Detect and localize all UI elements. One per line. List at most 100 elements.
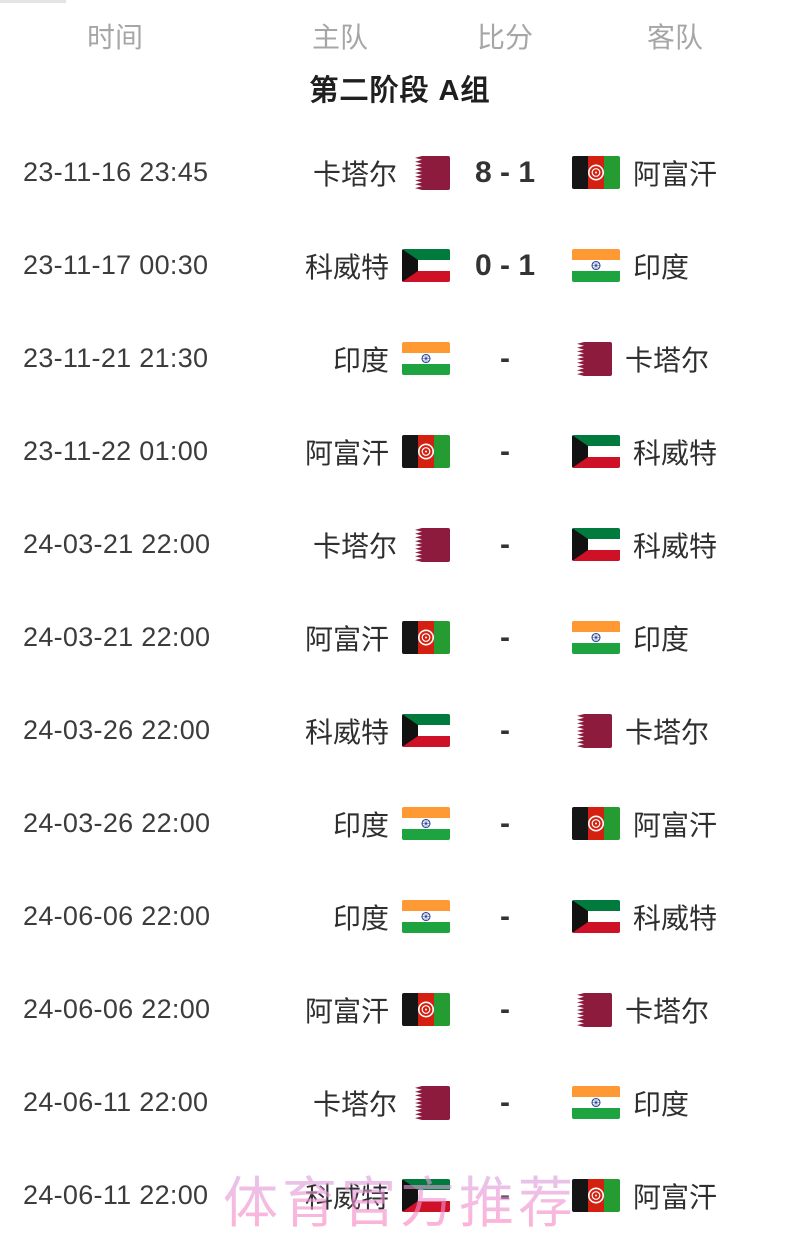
flag-qatar-icon: [572, 713, 612, 748]
flag-qatar-icon: [572, 341, 612, 376]
home-team-cell: 卡塔尔: [250, 153, 450, 193]
flag-afghanistan-icon: [572, 156, 620, 189]
match-score: 8 - 1: [474, 155, 536, 189]
flag-afghanistan-icon: [572, 1179, 620, 1212]
flag-india-icon: [572, 621, 620, 654]
match-score: -: [500, 713, 510, 747]
match-row[interactable]: 24-03-21 22:00 卡塔尔 - 科威特: [0, 498, 800, 591]
away-team-name: 卡塔尔: [625, 344, 710, 376]
flag-afghanistan-icon: [572, 807, 620, 840]
flag-qatar-icon: [410, 527, 450, 562]
match-time: 24-03-26 22:00: [23, 715, 211, 745]
match-score: -: [500, 899, 510, 933]
match-score: -: [500, 620, 510, 654]
match-time: 24-06-06 22:00: [23, 901, 211, 931]
match-score: -: [500, 341, 510, 375]
home-team-name: 印度: [332, 344, 389, 376]
column-header-away: 客队: [646, 22, 703, 53]
flag-kuwait-icon: [402, 714, 450, 747]
match-row[interactable]: 24-03-26 22:00 印度 - 阿富汗: [0, 777, 800, 870]
away-team-cell: 阿富汗: [560, 153, 800, 193]
away-team-cell: 科威特: [560, 897, 800, 937]
flag-qatar-icon: [410, 1085, 450, 1120]
column-header-score: 比分: [476, 22, 533, 53]
match-row[interactable]: 23-11-21 21:30 印度 - 卡塔尔: [0, 312, 800, 405]
match-score: -: [500, 1178, 510, 1212]
home-team-name: 印度: [332, 902, 389, 934]
flag-kuwait-icon: [572, 900, 620, 933]
match-list: 23-11-16 23:45 卡塔尔 8 - 1 阿富汗 23-11-17 00…: [0, 126, 800, 1242]
away-team-cell: 科威特: [560, 432, 800, 472]
home-team-name: 卡塔尔: [312, 530, 397, 562]
away-team-cell: 印度: [560, 246, 800, 286]
match-row[interactable]: 23-11-22 01:00 阿富汗 - 科威特: [0, 405, 800, 498]
match-row[interactable]: 24-06-06 22:00 阿富汗 - 卡塔尔: [0, 963, 800, 1056]
home-team-name: 印度: [332, 809, 389, 841]
match-score: -: [500, 1085, 510, 1119]
match-score: 0 - 1: [474, 248, 536, 282]
match-row[interactable]: 24-06-11 22:00 卡塔尔 - 印度: [0, 1056, 800, 1149]
away-team-cell: 科威特: [560, 525, 800, 565]
match-time: 24-03-21 22:00: [23, 529, 211, 559]
home-team-cell: 阿富汗: [250, 618, 450, 658]
match-score: -: [500, 806, 510, 840]
match-time: 23-11-17 00:30: [23, 250, 209, 280]
match-time: 24-03-21 22:00: [23, 622, 211, 652]
home-team-name: 卡塔尔: [312, 158, 397, 190]
away-team-cell: 卡塔尔: [560, 990, 800, 1030]
home-team-cell: 印度: [250, 339, 450, 379]
flag-afghanistan-icon: [402, 993, 450, 1026]
away-team-name: 阿富汗: [633, 809, 718, 841]
away-team-cell: 印度: [560, 1083, 800, 1123]
flag-india-icon: [402, 342, 450, 375]
home-team-name: 阿富汗: [304, 437, 389, 469]
match-row[interactable]: 23-11-16 23:45 卡塔尔 8 - 1 阿富汗: [0, 126, 800, 219]
away-team-name: 科威特: [633, 437, 718, 469]
match-score: -: [500, 527, 510, 561]
match-row[interactable]: 24-03-21 22:00 阿富汗 - 印度: [0, 591, 800, 684]
home-team-cell: 科威特: [250, 1176, 450, 1216]
flag-india-icon: [402, 807, 450, 840]
away-team-name: 卡塔尔: [625, 995, 710, 1027]
match-score: -: [500, 434, 510, 468]
group-stage-title: 第二阶段 A组: [309, 75, 491, 107]
match-row[interactable]: 23-11-17 00:30 科威特 0 - 1 印度: [0, 219, 800, 312]
top-edge-artifact: [0, 0, 66, 3]
match-row[interactable]: 24-06-11 22:00 科威特 - 阿富汗: [0, 1149, 800, 1242]
match-time: 23-11-22 01:00: [23, 436, 209, 466]
away-team-name: 科威特: [633, 902, 718, 934]
away-team-name: 印度: [633, 251, 690, 283]
match-row[interactable]: 24-03-26 22:00 科威特 - 卡塔尔: [0, 684, 800, 777]
flag-kuwait-icon: [402, 1179, 450, 1212]
home-team-cell: 印度: [250, 804, 450, 844]
away-team-cell: 阿富汗: [560, 804, 800, 844]
away-team-name: 卡塔尔: [625, 716, 710, 748]
home-team-name: 阿富汗: [304, 995, 389, 1027]
flag-india-icon: [572, 1086, 620, 1119]
away-team-name: 阿富汗: [633, 158, 718, 190]
match-time: 23-11-21 21:30: [23, 343, 209, 373]
column-header-home: 主队: [311, 22, 368, 53]
home-team-name: 科威特: [304, 716, 389, 748]
flag-qatar-icon: [410, 155, 450, 190]
away-team-cell: 印度: [560, 618, 800, 658]
match-row[interactable]: 24-06-06 22:00 印度 - 科威特: [0, 870, 800, 963]
flag-kuwait-icon: [572, 528, 620, 561]
away-team-name: 阿富汗: [633, 1181, 718, 1213]
column-header-time: 时间: [86, 22, 143, 53]
home-team-cell: 阿富汗: [250, 432, 450, 472]
match-time: 23-11-16 23:45: [23, 157, 209, 187]
match-time: 24-03-26 22:00: [23, 808, 211, 838]
away-team-name: 科威特: [633, 530, 718, 562]
home-team-name: 科威特: [304, 251, 389, 283]
flag-afghanistan-icon: [402, 621, 450, 654]
match-time: 24-06-06 22:00: [23, 994, 211, 1024]
away-team-name: 印度: [633, 623, 690, 655]
away-team-name: 印度: [633, 1088, 690, 1120]
home-team-cell: 科威特: [250, 711, 450, 751]
flag-kuwait-icon: [402, 249, 450, 282]
flag-kuwait-icon: [572, 435, 620, 468]
match-time: 24-06-11 22:00: [23, 1180, 209, 1210]
home-team-name: 卡塔尔: [312, 1088, 397, 1120]
flag-afghanistan-icon: [402, 435, 450, 468]
